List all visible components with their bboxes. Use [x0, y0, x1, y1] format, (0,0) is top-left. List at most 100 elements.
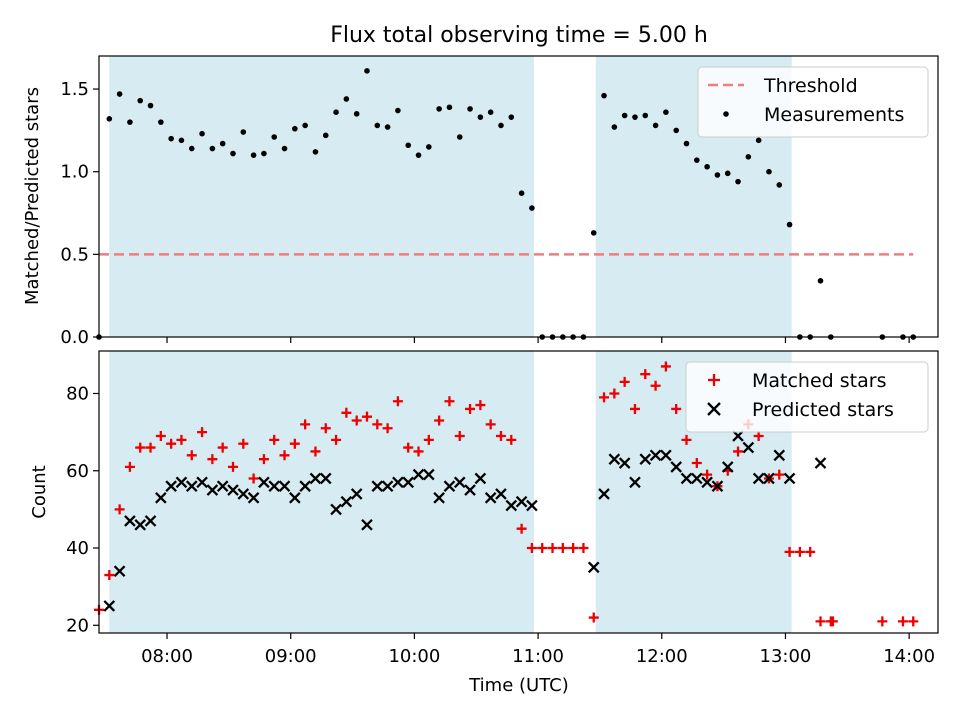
measurements-point: [261, 150, 267, 157]
matched-stars-point: [320, 423, 331, 434]
measurements-point: [364, 68, 370, 74]
predicted-stars-point: [258, 476, 270, 489]
predicted-stars-point: [732, 430, 744, 442]
measurements-point: [405, 142, 412, 149]
matched-stars-point: [599, 392, 610, 403]
matched-stars-point: [454, 430, 465, 441]
matched-stars-point: [671, 403, 682, 414]
measurements-point: [178, 137, 185, 144]
measurements-point: [611, 124, 618, 130]
predicted-stars-point: [165, 480, 177, 493]
matched-stars-point: [547, 543, 558, 554]
measurements-point: [766, 168, 772, 175]
measurements-point: [188, 145, 195, 152]
top-y-tick-label: 1.0: [60, 162, 89, 183]
predicted-stars-point: [443, 480, 456, 493]
matched-stars-point: [434, 415, 445, 426]
measurements-point: [353, 111, 360, 117]
predicted-stars-point: [484, 491, 497, 504]
predicted-stars-point: [350, 488, 363, 500]
matched-stars-point: [681, 434, 692, 445]
chart-title: Flux total observing time = 5.00 h: [330, 23, 708, 48]
measurements-point: [292, 125, 298, 132]
matched-stars-point: [403, 442, 414, 453]
matched-stars-point: [578, 543, 589, 554]
predicted-stars-point: [144, 515, 157, 527]
predicted-stars-point: [701, 476, 713, 489]
matched-stars-point: [444, 396, 455, 407]
predicted-stars-point: [247, 491, 260, 504]
predicted-stars-point: [319, 472, 332, 485]
top-legend-box: [697, 66, 929, 138]
matched-stars-point: [537, 543, 548, 554]
matched-stars-point: [733, 446, 744, 457]
matched-stars-point: [794, 546, 805, 557]
matched-stars-point: [516, 523, 527, 534]
measurements-point: [168, 135, 174, 142]
measurements-point: [415, 152, 422, 158]
predicted-stars-point: [433, 491, 445, 504]
measurements-point: [106, 116, 113, 122]
bottom-y-tick-label: 60: [66, 461, 89, 482]
predicted-stars-point: [237, 488, 250, 500]
bottom-legend: Matched stars Predicted stars: [685, 361, 929, 433]
matched-stars-point: [279, 450, 290, 461]
predicted-stars-point: [773, 449, 786, 462]
predicted-stars-point: [216, 480, 229, 493]
matched-stars-point: [197, 427, 208, 438]
measurements-point: [116, 91, 123, 97]
x-axis-label: Time (UTC): [468, 675, 569, 696]
predicted-stars-point: [660, 449, 672, 462]
predicted-stars-point: [227, 484, 239, 496]
predicted-stars-point: [330, 503, 342, 516]
measurements-point: [456, 134, 463, 140]
measurements-point: [426, 144, 432, 150]
matched-stars-point: [784, 546, 795, 557]
measurements-point: [632, 114, 638, 120]
matched-stars-point: [485, 419, 496, 430]
matched-stars-point: [805, 546, 816, 557]
matched-stars-point: [186, 450, 197, 461]
bottom-y-tick-label: 20: [66, 615, 89, 636]
matched-stars-point: [300, 419, 311, 430]
top-shaded-interval: [109, 56, 534, 337]
measurements-point: [642, 112, 649, 119]
measurements-point: [776, 182, 783, 188]
measurements-point: [147, 102, 154, 109]
bottom-legend-box: [685, 361, 929, 433]
measurements-point: [209, 145, 216, 152]
measurements-point: [652, 122, 659, 129]
bottom-y-tick-label: 40: [66, 538, 89, 559]
predicted-stars-point: [752, 472, 765, 485]
x-tick-label: 11:00: [512, 646, 564, 667]
measurements-point: [518, 190, 525, 196]
measurements-point: [302, 122, 308, 129]
measurements-point: [673, 127, 679, 134]
matched-stars-point: [465, 403, 476, 414]
predicted-stars-point: [690, 472, 703, 485]
measurements-point: [683, 140, 690, 147]
matched-stars-point: [341, 407, 352, 418]
predicted-stars-point: [680, 472, 693, 485]
matched-stars-point: [413, 446, 424, 457]
predicted-stars-point: [763, 472, 775, 485]
predicted-stars-point: [453, 476, 466, 489]
top-y-axis-label: Matched/Predicted stars: [22, 87, 43, 305]
matched-stars-point: [104, 570, 115, 581]
matched-stars-point: [361, 411, 372, 422]
matched-stars-point: [475, 400, 486, 411]
x-tick-label: 13:00: [760, 646, 812, 667]
predicted-stars-point: [618, 457, 631, 469]
bottom-panel: 20 40 60 80 08:00 09:00 10:00 11:00 12:00 13:00 14…: [66, 350, 939, 667]
predicted-stars-point: [598, 488, 610, 500]
x-tick-label: 10:00: [388, 646, 440, 667]
matched-stars-point: [423, 434, 434, 445]
measurements-point: [714, 172, 721, 178]
predicted-stars-point: [464, 484, 476, 496]
measurements-point: [663, 109, 669, 115]
measurements-point: [240, 129, 247, 135]
top-legend-label: Threshold: [763, 75, 858, 97]
predicted-stars-point: [742, 441, 755, 454]
matched-stars-point: [877, 616, 888, 627]
predicted-stars-point: [526, 499, 538, 512]
